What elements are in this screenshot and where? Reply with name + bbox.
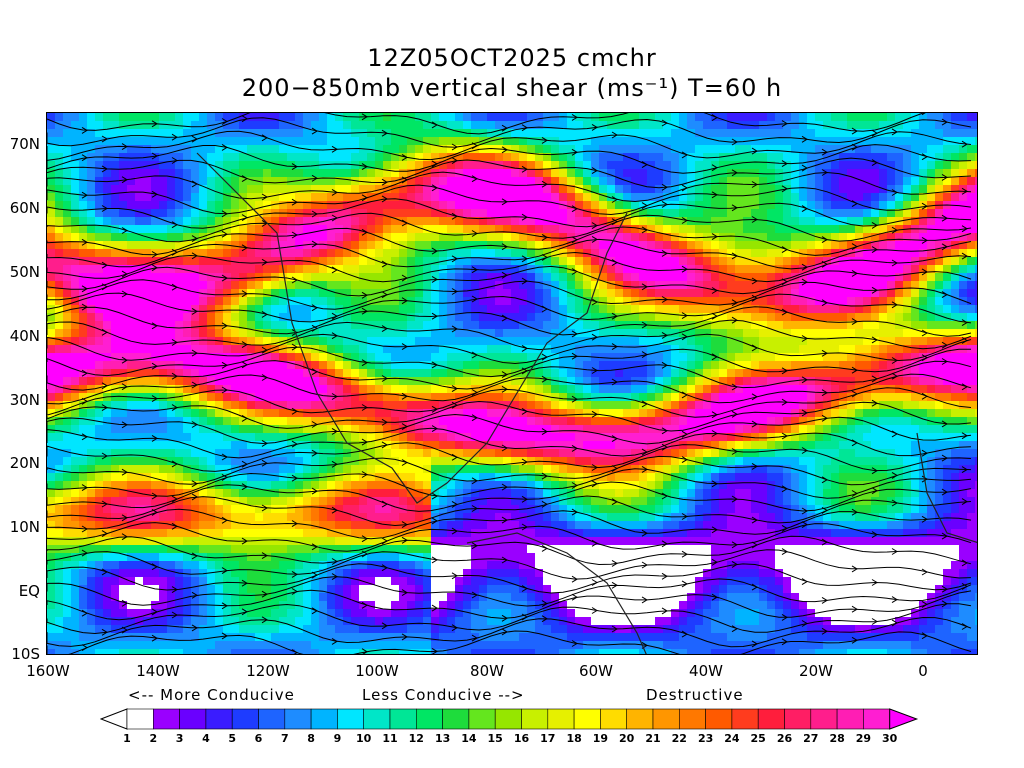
- color-bar-value: 8: [307, 732, 315, 745]
- color-bar-value: 29: [855, 732, 872, 745]
- color-bar-swatch: [179, 708, 207, 730]
- lon-label-120w: 120W: [246, 662, 290, 680]
- lat-label-10s: 10S: [11, 645, 40, 663]
- color-bar-swatch: [652, 708, 680, 730]
- lat-label-70n: 70N: [9, 135, 40, 153]
- legend-less-conducive: Less Conducive -->: [362, 686, 525, 704]
- color-bar-value: 7: [280, 732, 289, 745]
- color-bar-value: 28: [829, 732, 845, 745]
- lat-label-50n: 50N: [9, 263, 40, 281]
- lon-label-140w: 140W: [136, 662, 180, 680]
- color-bar-value: 26: [776, 732, 793, 745]
- lon-label-0: 0: [918, 662, 928, 680]
- color-bar-swatch: [310, 708, 338, 730]
- color-bar-value: 12: [408, 732, 424, 745]
- lon-label-60w: 60W: [579, 662, 613, 680]
- color-bar-swatch: [757, 708, 785, 730]
- lat-label-30n: 30N: [9, 391, 40, 409]
- color-bar-max-arrow: [889, 708, 919, 730]
- color-bar-swatch: [415, 708, 443, 730]
- color-bar-value: 17: [540, 732, 556, 745]
- lat-label-10n: 10N: [9, 518, 40, 536]
- lon-label-80w: 80W: [470, 662, 504, 680]
- color-bar-value: 24: [724, 732, 740, 745]
- color-bar-swatch: [626, 708, 654, 730]
- map-title-line2: 200−850mb vertical shear (ms⁻¹) T=60 h: [241, 74, 783, 102]
- color-bar-value: 9: [333, 732, 342, 745]
- lat-label-60n: 60N: [9, 199, 40, 217]
- color-bar-swatch: [731, 708, 759, 730]
- color-bar-swatch: [678, 708, 706, 730]
- color-bar-swatch: [784, 708, 812, 730]
- color-bar-swatch: [205, 708, 233, 730]
- color-bar-value: 5: [228, 732, 237, 745]
- color-bar-swatch: [705, 708, 733, 730]
- color-bar-swatch: [337, 708, 364, 730]
- legend-destructive: Destructive: [646, 686, 744, 704]
- color-bar-swatch: [521, 708, 549, 730]
- color-bar-swatch: [284, 708, 312, 730]
- streamlines: [47, 113, 972, 654]
- coastlines: [196, 152, 977, 654]
- color-bar-swatch: [231, 708, 259, 730]
- color-bar-swatch: [126, 708, 154, 730]
- color-bar-value: 3: [175, 732, 184, 745]
- color-bar-swatch: [573, 708, 601, 730]
- color-bar-value: 19: [592, 732, 609, 745]
- color-bar-value: 6: [254, 732, 263, 745]
- color-bar-swatch: [547, 708, 575, 730]
- color-bar-value: 14: [461, 732, 477, 745]
- color-bar-value: 13: [434, 732, 451, 745]
- color-bar-swatch: [363, 708, 391, 730]
- color-bar-swatch: [863, 708, 891, 730]
- color-bar-value: 22: [671, 732, 687, 745]
- color-bar-swatch: [152, 708, 180, 730]
- color-bar-value: 23: [697, 732, 714, 745]
- map-title-line1: 12Z05OCT2025 cmchr: [367, 44, 657, 72]
- color-bar-swatch: [494, 708, 522, 730]
- shear-map: [46, 112, 978, 655]
- legend-more-conducive: <-- More Conducive: [128, 686, 295, 704]
- color-bar-swatch: [810, 708, 838, 730]
- color-bar-value: 30: [882, 732, 898, 745]
- color-bar-value: 27: [803, 732, 819, 745]
- color-bar-value: 11: [382, 732, 398, 745]
- color-bar-value: 16: [513, 732, 530, 745]
- color-bar-value: 21: [645, 732, 661, 745]
- color-bar-value: 4: [202, 732, 210, 745]
- color-bar-value: 18: [566, 732, 582, 745]
- color-bar-value: 25: [750, 732, 766, 745]
- color-bar-swatch: [442, 708, 470, 730]
- color-bar-swatch: [836, 708, 864, 730]
- color-bar: [100, 708, 919, 730]
- color-bar-value: 1: [123, 732, 131, 745]
- color-bar-min-arrow: [100, 708, 128, 730]
- color-bar-value: 20: [619, 732, 635, 745]
- shear-color-field: [47, 113, 977, 654]
- color-bar-swatch: [389, 708, 417, 730]
- color-bar-swatch: [468, 708, 496, 730]
- lat-label-40n: 40N: [9, 327, 40, 345]
- color-bar-swatch: [600, 708, 627, 730]
- lat-label-20n: 20N: [9, 454, 40, 472]
- lon-label-160w: 160W: [26, 662, 70, 680]
- lat-label-eq: EQ: [18, 582, 40, 600]
- color-bar-value: 10: [356, 732, 372, 745]
- color-bar-swatch: [258, 708, 286, 730]
- lon-label-20w: 20W: [799, 662, 833, 680]
- shear-field-plot: [47, 113, 977, 654]
- lon-label-40w: 40W: [689, 662, 723, 680]
- color-bar-value: 15: [487, 732, 503, 745]
- color-bar-value: 2: [149, 732, 158, 745]
- lon-label-100w: 100W: [355, 662, 399, 680]
